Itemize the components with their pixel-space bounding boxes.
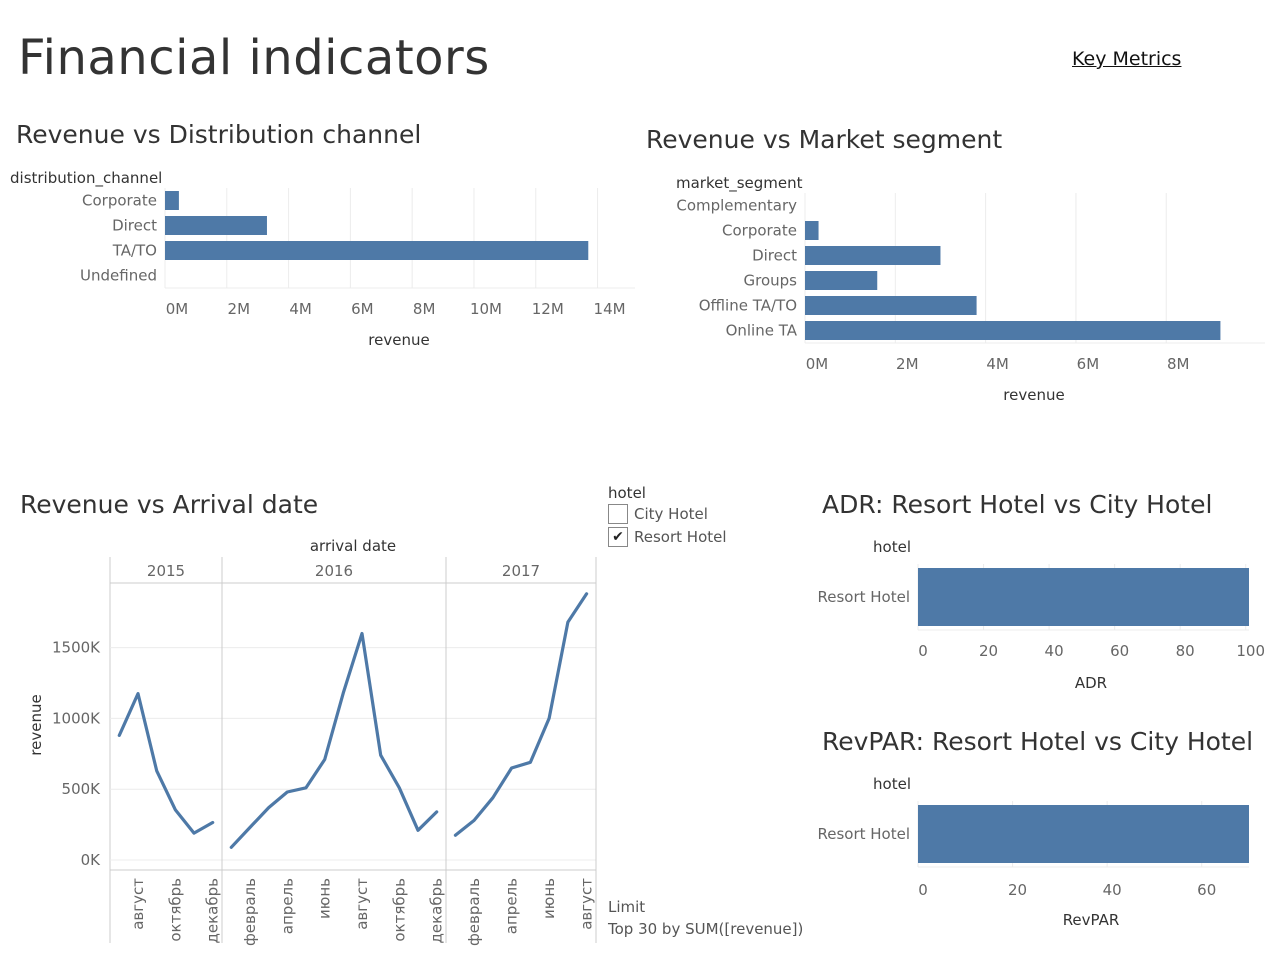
distribution-bar [165,216,267,235]
revpar-category-label: Resort Hotel [817,825,910,843]
arrival-month-tick-label: июнь [540,878,558,919]
revpar-x-tick-label: 20 [1008,881,1027,899]
market-chart-title: Revenue vs Market segment [646,125,1003,154]
limit-label: Limit [608,898,646,916]
market-category-label: Corporate [722,222,797,240]
distribution-x-tick-label: 0M [166,300,189,318]
adr-chart-title: ADR: Resort Hotel vs City Hotel [822,490,1213,519]
adr-x-axis-title: ADR [1075,674,1107,692]
market-x-tick-label: 6M [1077,355,1100,373]
market-x-tick-label: 0M [806,355,829,373]
distribution-bar [165,191,179,210]
distribution-x-tick-label: 12M [532,300,564,318]
revpar-x-axis-title: RevPAR [1063,911,1120,929]
arrival-y-tick-label: 1500K [52,639,101,657]
checkbox-city-hotel[interactable] [608,504,628,524]
market-x-tick-label: 4M [986,355,1009,373]
arrival-chart-title: Revenue vs Arrival date [20,490,319,519]
arrival-month-tick-label: февраль [241,878,259,946]
market-category-label: Direct [752,247,797,265]
arrival-month-tick-label: октябрь [166,878,184,942]
distribution-category-label: TA/TO [112,242,157,260]
checkbox-resort-hotel[interactable]: ✔ [608,527,628,547]
adr-x-tick-label: 80 [1176,642,1195,660]
legend-label-resort-hotel: Resort Hotel [634,528,727,546]
key-metrics-link[interactable]: Key Metrics [1072,48,1182,70]
arrival-line-2015 [117,691,215,835]
page-title: Financial indicators [18,30,490,86]
revpar-x-tick-label: 60 [1197,881,1216,899]
market-x-tick-label: 2M [896,355,919,373]
arrival-y-tick-label: 1000K [52,709,101,727]
check-mark-icon: ✔ [612,529,624,545]
distribution-chart-title: Revenue vs Distribution channel [16,120,422,149]
distribution-x-tick-label: 10M [470,300,502,318]
arrival-y-axis-title: revenue [27,694,45,755]
adr-x-tick-label: 40 [1045,642,1064,660]
legend-label-city-hotel: City Hotel [634,505,708,523]
adr-category-label: Resort Hotel [817,588,910,606]
arrival-line-2016 [229,631,439,849]
market-category-header: market_segment [676,174,803,193]
market-bar [805,321,1221,340]
arrival-month-tick-label: август [129,878,147,930]
market-category-label: Groups [744,272,798,290]
distribution-category-label: Corporate [82,192,157,210]
hotel-legend-title: hotel [608,484,646,502]
revpar-bar [918,805,1249,863]
limit-value: Top 30 by SUM([revenue]) [608,920,804,938]
arrival-month-tick-label: декабрь [204,878,222,943]
arrival-year-header: 2015 [147,562,185,580]
adr-x-tick-label: 60 [1110,642,1129,660]
legend-item-resort-hotel[interactable]: ✔ Resort Hotel [608,527,727,547]
distribution-x-tick-label: 4M [289,300,312,318]
market-bar [805,271,878,290]
arrival-line-2017 [453,592,589,837]
arrival-x-axis-title: arrival date [310,537,396,555]
arrival-y-tick-label: 0K [81,851,102,869]
arrival-month-tick-label: апрель [503,878,521,934]
arrival-y-tick-label: 500K [62,780,102,798]
distribution-category-label: Undefined [80,267,157,285]
adr-x-tick-label: 100 [1236,642,1265,660]
distribution-category-header: distribution_channel [10,169,162,188]
distribution-x-tick-label: 14M [594,300,626,318]
market-bar [805,221,819,240]
market-bar [805,296,977,315]
market-x-tick-label: 8M [1167,355,1190,373]
arrival-month-tick-label: июнь [316,878,334,919]
distribution-x-axis-title: revenue [368,331,429,349]
legend-item-city-hotel[interactable]: City Hotel [608,504,708,524]
adr-x-tick-label: 20 [979,642,998,660]
adr-bar [918,568,1249,626]
arrival-month-tick-label: апрель [278,878,296,934]
market-x-axis-title: revenue [1003,386,1064,404]
revpar-x-tick-label: 40 [1103,881,1122,899]
distribution-x-tick-label: 6M [351,300,374,318]
distribution-x-tick-label: 2M [228,300,251,318]
revpar-category-header: hotel [873,775,911,793]
market-category-label: Online TA [726,322,798,340]
arrival-month-tick-label: февраль [465,878,483,946]
distribution-bar [165,241,589,260]
arrival-month-tick-label: декабрь [428,878,446,943]
market-category-label: Complementary [676,197,797,215]
arrival-year-header: 2016 [315,562,353,580]
revpar-chart-title: RevPAR: Resort Hotel vs City Hotel [822,727,1254,756]
market-bar [805,246,941,265]
arrival-month-tick-label: август [353,878,371,930]
adr-category-header: hotel [873,538,911,556]
adr-x-tick-label: 0 [918,642,928,660]
revpar-x-tick-label: 0 [918,881,928,899]
arrival-year-header: 2017 [502,562,540,580]
distribution-x-tick-label: 8M [413,300,436,318]
arrival-month-tick-label: октябрь [390,878,408,942]
arrival-month-tick-label: август [578,878,596,930]
distribution-category-label: Direct [112,217,157,235]
market-category-label: Offline TA/TO [699,297,797,315]
